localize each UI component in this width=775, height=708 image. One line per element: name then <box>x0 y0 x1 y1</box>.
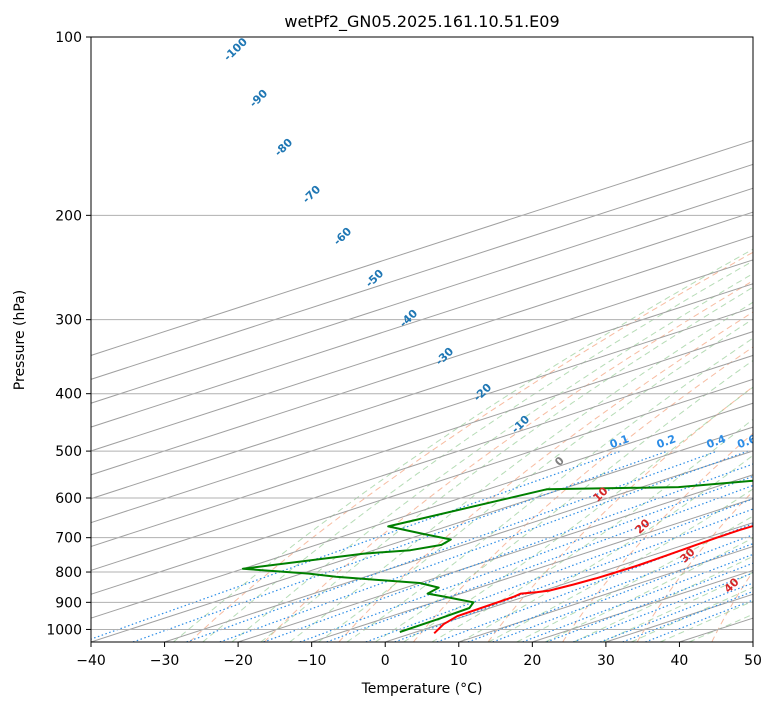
dry-adiabat <box>189 251 753 642</box>
moist-adiabat <box>318 318 753 642</box>
dry-adiabat <box>413 346 753 642</box>
moist-adiabat <box>459 454 753 642</box>
moist-adiabat <box>231 273 753 642</box>
plot-frame <box>90 36 754 643</box>
mixing-ratio-line <box>326 484 753 642</box>
isotherm-line <box>164 450 753 642</box>
x-axis-label: Temperature (°C) <box>361 681 483 697</box>
y-axis-label: Pressure (hPa) <box>12 290 28 390</box>
series-group <box>241 479 753 635</box>
moist-adiabat <box>602 571 753 642</box>
isotherm-line <box>385 522 753 642</box>
isotherm-line <box>91 139 753 356</box>
y-tick-label: 800 <box>55 565 82 581</box>
y-tick-label: 900 <box>55 595 82 611</box>
isotherm-line <box>91 307 753 524</box>
moist-adiabat <box>346 337 753 642</box>
mixing-ratio-line <box>219 450 749 642</box>
moist-adiabat <box>173 248 753 642</box>
pressure-grid <box>91 37 753 630</box>
isotherm-line <box>91 187 753 404</box>
isotherm-line <box>91 331 753 547</box>
x-tick-label: −10 <box>297 653 327 669</box>
x-tick-label: 30 <box>597 653 615 669</box>
x-tick-label: 20 <box>523 653 541 669</box>
mixing-ratio-line <box>186 450 718 642</box>
y-tick-label: 300 <box>55 313 82 329</box>
isotherm-line <box>91 235 753 452</box>
y-tick-label: 700 <box>55 531 82 547</box>
mixing-ratio-line <box>91 450 621 640</box>
mixing-ratio-line <box>645 599 753 642</box>
x-tick-label: −40 <box>76 653 106 669</box>
y-tick-label: 500 <box>55 444 82 460</box>
mixing-ratio-label: 0.1 <box>608 432 631 451</box>
y-tick-label: 1000 <box>46 622 82 638</box>
mixing-ratio-line <box>299 475 753 642</box>
dewpoint-line <box>241 479 753 633</box>
x-tick-label: 10 <box>450 653 468 669</box>
mixing-ratio-line <box>622 590 753 642</box>
background-lines <box>91 139 753 642</box>
x-tick-label: −20 <box>223 653 253 669</box>
isotherm-line <box>91 163 753 380</box>
moist-adiabat <box>375 359 753 642</box>
isotherm-line <box>91 402 753 619</box>
moist-adiabat <box>545 537 753 642</box>
isotherm-line <box>91 283 753 500</box>
moist-adiabat <box>631 586 753 642</box>
isotherm-line <box>311 498 753 642</box>
isotherm-line <box>91 378 753 595</box>
x-tick-label: 40 <box>671 653 689 669</box>
isotherm-line <box>91 259 753 476</box>
y-tick-label: 600 <box>55 491 82 507</box>
x-tick-label: 0 <box>381 653 390 669</box>
y-tick-label: 100 <box>55 30 82 46</box>
x-tick-label: 50 <box>744 653 762 669</box>
chart-title: wetPf2_GN05.2025.161.10.51.E09 <box>284 12 559 32</box>
mixing-ratio-line <box>394 508 753 642</box>
moist-adiabat <box>516 515 753 642</box>
axes: −40 −30 −20 −10 0 10 20 30 40 50 100 200 300 400 500 60… <box>46 30 762 669</box>
mixing-ratio-line <box>492 542 753 642</box>
isotherm-line <box>91 211 753 428</box>
y-tick-label: 400 <box>55 387 82 403</box>
mixing-ratio-label: 0.2 <box>655 432 678 451</box>
x-tick-label: −30 <box>150 653 180 669</box>
dry-adiabat <box>263 280 753 642</box>
isotherm-line <box>91 426 753 642</box>
mixing-ratio-line <box>263 463 753 642</box>
mixing-ratio-label: 0.6 <box>735 432 758 451</box>
isotherm-line <box>91 354 753 571</box>
y-tick-label: 200 <box>55 208 82 224</box>
mixing-ratio-line <box>599 582 753 642</box>
dry-adiabat <box>562 432 753 642</box>
mixing-ratio-line <box>365 498 753 642</box>
temperature-line <box>433 524 753 635</box>
isotherm-line <box>237 474 753 642</box>
mixing-ratio-label: 0.4 <box>705 432 728 451</box>
